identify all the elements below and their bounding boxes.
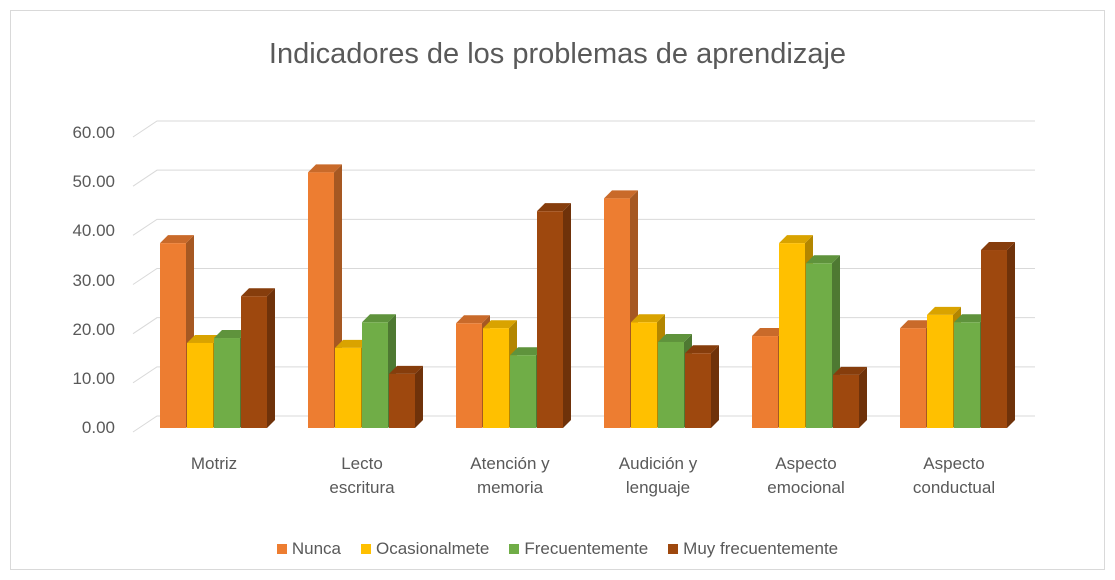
bar-top [483, 320, 517, 329]
bar [752, 336, 778, 428]
x-tick-label: Lecto escritura [329, 454, 395, 497]
bar [833, 374, 859, 428]
chart-border [10, 10, 1105, 570]
legend-item: Ocasionalmete [360, 539, 490, 559]
y-tick-label: 50.00 [72, 172, 115, 192]
bar [981, 250, 1007, 428]
bar-top [927, 306, 961, 315]
bar [900, 328, 926, 428]
bar-top [362, 314, 396, 323]
bar [927, 314, 953, 428]
bar-top [981, 242, 1015, 251]
grid-line [132, 366, 1035, 384]
bar-top [604, 190, 638, 199]
bar [308, 172, 334, 428]
bar [389, 373, 415, 428]
bar [806, 263, 832, 428]
legend-item: Nunca [276, 539, 341, 559]
legend-label: Ocasionalmete [375, 539, 490, 558]
bar-top [456, 315, 490, 324]
bar [779, 243, 805, 428]
bar-top [779, 235, 813, 244]
bar-top [308, 164, 342, 173]
bar [685, 353, 711, 428]
legend: Nunca Ocasionalmete Frecuentemente Muy frec… [0, 539, 1115, 559]
bar-side [267, 288, 275, 428]
bar-top [806, 255, 840, 264]
legend-swatch [276, 544, 287, 554]
y-tick-label: 30.00 [72, 270, 115, 290]
bar [187, 342, 213, 428]
x-tick-label: Audición y lenguaje [618, 454, 698, 497]
bar-side [711, 345, 719, 428]
bar [631, 322, 657, 428]
grid-line [132, 120, 1035, 138]
bar-top [187, 334, 221, 343]
legend-swatch [509, 544, 520, 554]
grid-line [132, 317, 1035, 335]
bar [537, 211, 563, 428]
bar [214, 338, 240, 428]
bar [241, 296, 267, 428]
y-tick-label: 40.00 [72, 221, 115, 241]
bar-top [389, 365, 423, 374]
legend-swatch [668, 544, 679, 554]
bar-top [335, 339, 369, 348]
grid-line [132, 415, 1035, 433]
bar-top [214, 330, 248, 339]
y-tick-label: 60.00 [72, 123, 115, 142]
x-tick-label: Aspecto emocional [767, 454, 845, 497]
grid-line [132, 218, 1035, 236]
x-tick-label: Aspecto conductual [912, 454, 996, 497]
legend-item: Muy frecuentemente [668, 539, 838, 559]
legend-label: Frecuentemente [524, 539, 649, 558]
grid-line [132, 268, 1035, 285]
bar-top [658, 333, 692, 342]
legend-swatch [360, 544, 371, 554]
bar [604, 198, 630, 428]
legend-label: Nunca [291, 539, 341, 558]
x-tick-label: Atención y memoria [470, 454, 550, 497]
bar-top [631, 314, 665, 323]
bar-top [954, 314, 988, 323]
bar [160, 243, 186, 428]
bar-top [537, 203, 571, 212]
bar-side [859, 366, 867, 428]
bar-top [900, 320, 934, 329]
bar-side [415, 365, 423, 428]
bar [456, 323, 482, 428]
bar [483, 328, 509, 428]
bar [658, 341, 684, 428]
bar-top [752, 328, 786, 337]
x-tick-label: Motriz [190, 454, 238, 473]
grid-line [132, 169, 1035, 187]
bar [954, 322, 980, 428]
legend-label: Muy frecuentemente [683, 539, 839, 558]
y-tick-label: 20.00 [72, 319, 115, 339]
bar-side [563, 203, 571, 428]
bar-side [1007, 242, 1015, 428]
bar-top [685, 345, 719, 354]
bar [362, 322, 388, 428]
legend-item: Frecuentemente [509, 539, 648, 559]
y-tick-label: 10.00 [72, 368, 115, 388]
bar-top [833, 366, 867, 375]
bar-top [510, 347, 544, 356]
chart-title: Indicadores de los problemas de aprendiz… [268, 38, 847, 70]
y-tick-label: 0.00 [81, 418, 115, 437]
bar-top [241, 288, 275, 297]
bar [510, 355, 536, 428]
bar-top [160, 235, 194, 244]
bar [335, 347, 361, 428]
